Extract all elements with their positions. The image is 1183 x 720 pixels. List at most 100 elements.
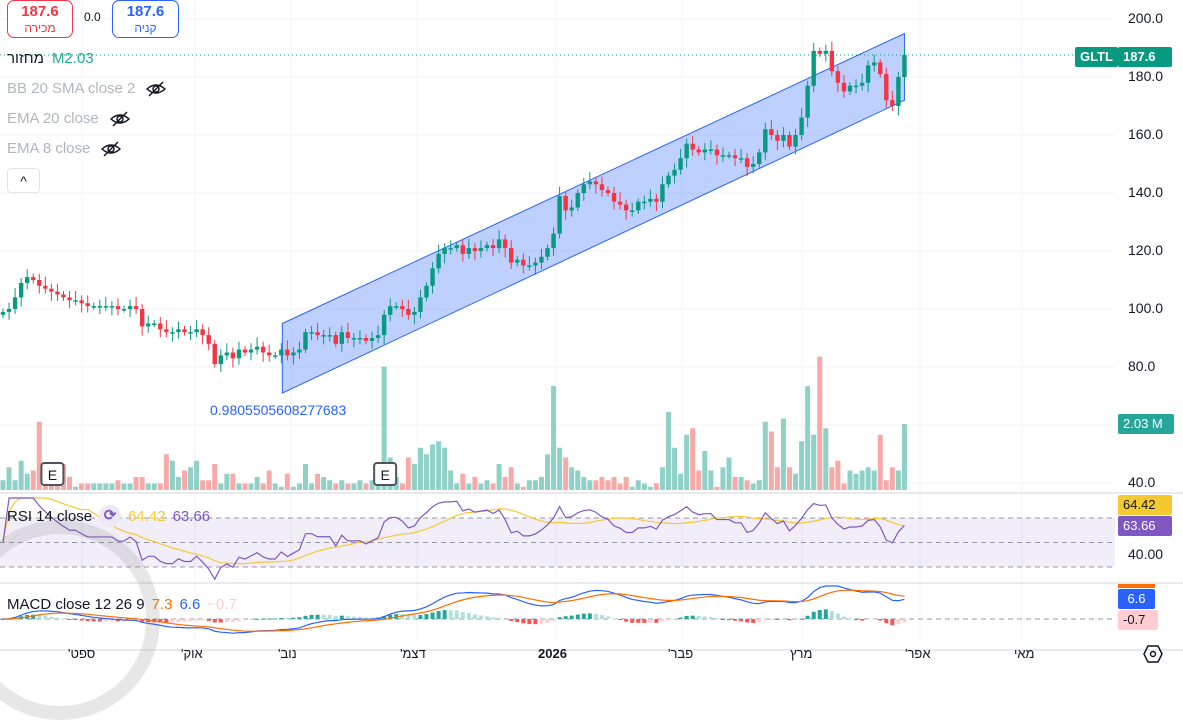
macd-histogram-bar	[751, 619, 756, 623]
volume-bar	[787, 467, 792, 490]
refresh-icon[interactable]: ⟳	[99, 505, 122, 527]
macd-histogram-bar	[527, 619, 532, 624]
volume-bar	[411, 464, 417, 490]
candle-body	[478, 248, 484, 251]
hist-value: −0.7	[207, 596, 237, 613]
macd-histogram-bar	[436, 611, 441, 619]
ema20-legend-label: EMA 20 close	[7, 110, 99, 127]
macd-histogram-bar	[303, 615, 308, 619]
candle-body	[490, 245, 496, 249]
candle-body	[515, 259, 520, 263]
volume-legend[interactable]: מחזור M2.03	[7, 50, 94, 67]
candle-body	[369, 338, 375, 341]
candle-body	[394, 306, 399, 308]
volume-bar	[829, 467, 835, 490]
candle-body	[146, 323, 151, 327]
volume-bar	[79, 483, 85, 490]
macd-histogram-bar	[714, 618, 719, 620]
eye-hidden-icon[interactable]	[145, 80, 167, 97]
macd-histogram-bar	[345, 616, 350, 619]
macd-histogram-bar	[727, 619, 731, 620]
volume-bar	[793, 473, 799, 490]
macd-histogram-bar	[491, 617, 496, 619]
time-tick-label: ספט'	[68, 646, 96, 661]
volume-bar	[448, 470, 454, 490]
macd-histogram-bar	[478, 615, 483, 619]
macd-histogram-bar	[587, 613, 592, 619]
volume-legend-label: מחזור	[7, 50, 44, 67]
candle-body	[37, 280, 42, 286]
candle-body	[575, 193, 580, 208]
candle-body	[454, 245, 459, 249]
candle-body	[823, 50, 828, 54]
candle-body	[617, 201, 623, 205]
macd-histogram-bar	[103, 619, 108, 622]
candle-body	[539, 256, 544, 263]
macd-legend[interactable]: MACD close 12 26 9 7.3 6.6 −0.7	[7, 596, 237, 613]
volume-bar	[30, 470, 36, 490]
settings-icon[interactable]	[1143, 645, 1163, 663]
buy-label: קניה	[134, 21, 157, 35]
volume-bar	[478, 483, 484, 490]
macd-histogram-bar	[733, 619, 738, 621]
ema20-legend[interactable]: EMA 20 close	[7, 110, 131, 127]
macd-histogram-bar	[460, 612, 465, 619]
macd-histogram-bar	[224, 619, 229, 623]
candle-body	[109, 306, 115, 308]
macd-histogram-bar	[297, 617, 302, 619]
macd-histogram-bar	[357, 616, 362, 619]
candle-body	[829, 50, 835, 72]
candle-body	[381, 314, 387, 336]
candle-body	[654, 198, 659, 202]
volume-bar	[817, 356, 823, 490]
macd-histogram-bar	[140, 619, 145, 622]
macd-histogram-bar	[630, 619, 635, 623]
candle-body	[902, 54, 907, 77]
volume-bar	[526, 480, 532, 490]
collapse-legend-button[interactable]: ^	[7, 168, 40, 193]
candle-body	[164, 329, 169, 333]
volume-bar	[575, 470, 581, 490]
price-tick-label: 140.0	[1128, 184, 1164, 200]
eye-hidden-icon[interactable]	[100, 140, 122, 157]
macd-histogram-bar	[642, 619, 647, 623]
volume-bar	[853, 473, 859, 490]
candle-body	[509, 248, 514, 263]
eye-hidden-icon[interactable]	[109, 110, 131, 127]
volume-bar	[224, 473, 230, 490]
rsi-legend[interactable]: RSI 14 close ⟳ 64.42 63.66	[7, 505, 210, 527]
rsi-ma-line	[2, 497, 905, 565]
macd-histogram-bar	[43, 615, 48, 619]
volume-bar	[702, 451, 708, 490]
candle-body	[424, 285, 429, 298]
volume-bar	[593, 480, 599, 490]
macd-histogram-bar	[85, 619, 90, 622]
macd-histogram-bar	[648, 619, 653, 623]
volume-bar	[690, 428, 696, 490]
candle-body	[230, 352, 236, 359]
signal-tag: 6.6	[1118, 589, 1155, 609]
volume-bar	[454, 483, 460, 490]
candle-body	[696, 149, 701, 153]
macd-histogram-bar	[255, 618, 260, 620]
bb-legend-label: BB 20 SMA close 2	[7, 80, 136, 97]
macd-histogram-bar	[182, 619, 187, 622]
bb-legend[interactable]: BB 20 SMA close 2	[7, 80, 167, 97]
macd-histogram-bar	[890, 619, 895, 626]
buy-button[interactable]: 187.6 קניה	[112, 0, 179, 38]
volume-bar	[823, 428, 829, 490]
macd-value: 7.3	[151, 596, 173, 613]
macd-histogram-bar	[509, 619, 514, 621]
rsi-ma-value: 64.42	[128, 507, 166, 525]
ema8-legend[interactable]: EMA 8 close	[7, 140, 122, 157]
macd-histogram-bar	[61, 618, 66, 620]
volume-bar	[599, 477, 605, 490]
symbol-tag: GLTL	[1075, 47, 1118, 67]
candle-body	[206, 335, 211, 344]
volume-tag: 2.03 M	[1118, 414, 1174, 434]
sell-button[interactable]: 187.6 מכירה	[7, 0, 73, 38]
macd-histogram-bar	[176, 619, 181, 622]
candle-body	[133, 306, 139, 309]
macd-histogram-bar	[400, 614, 405, 619]
